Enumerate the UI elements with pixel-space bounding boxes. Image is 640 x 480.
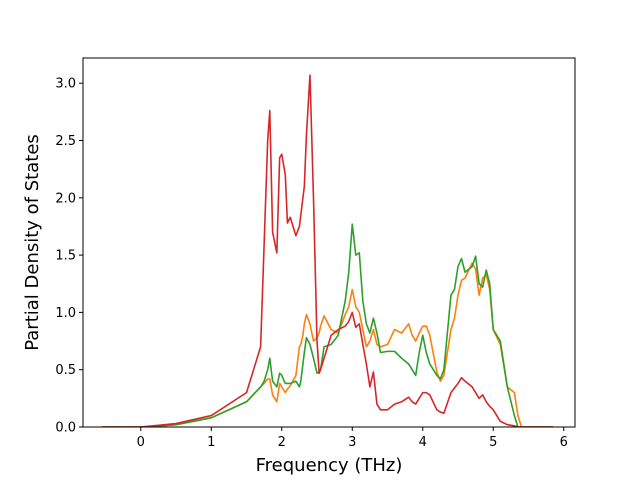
series-line — [102, 223, 554, 427]
y-tick-label: 2.5 — [55, 134, 76, 149]
axes-frame — [82, 57, 576, 428]
x-tick-label: 1 — [207, 435, 215, 450]
y-tick-label: 0.5 — [55, 363, 76, 378]
y-axis-label: Partial Density of States — [22, 134, 43, 351]
x-tick-label: 2 — [278, 435, 286, 450]
y-tick-label: 0.0 — [55, 421, 76, 436]
y-tick-label: 1.5 — [55, 249, 76, 264]
x-tick-label: 4 — [419, 435, 427, 450]
x-tick-label: 5 — [489, 435, 497, 450]
y-tick-label: 2.0 — [55, 191, 76, 206]
x-axis-label: Frequency (THz) — [256, 455, 403, 476]
x-tick-label: 6 — [560, 435, 568, 450]
series-line — [102, 74, 554, 427]
x-tick-label: 0 — [137, 435, 145, 450]
y-tick-label: 3.0 — [55, 77, 76, 92]
y-tick-label: 1.0 — [55, 306, 76, 321]
x-tick-label: 3 — [348, 435, 356, 450]
